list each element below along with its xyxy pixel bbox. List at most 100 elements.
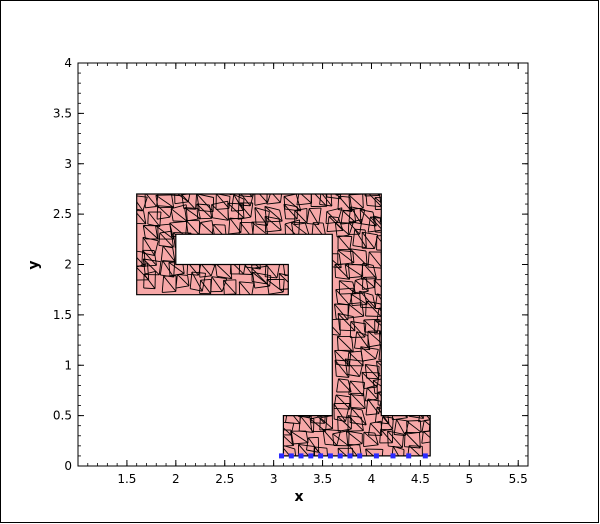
mesh-boundary xyxy=(136,193,431,457)
x-tick-label: 4 xyxy=(368,472,376,486)
mesh-edge xyxy=(238,281,252,297)
mesh-edge xyxy=(337,416,339,432)
x-tick-label: 5.5 xyxy=(509,472,528,486)
mesh-edge xyxy=(298,444,315,456)
mesh-edge xyxy=(353,209,357,223)
mesh-edge xyxy=(147,212,149,225)
mesh-edge xyxy=(367,330,384,345)
mesh-edge xyxy=(335,289,339,304)
mesh-edge xyxy=(378,366,380,379)
mesh-edge xyxy=(187,273,199,276)
mesh-edge xyxy=(308,437,320,453)
y-tick-label: 4 xyxy=(64,56,72,70)
mesh-edge xyxy=(335,276,350,280)
mesh-edge xyxy=(406,445,410,456)
mesh-edge xyxy=(374,407,378,423)
mesh-edge xyxy=(360,346,364,362)
mesh-edge xyxy=(348,351,364,367)
mesh-edge xyxy=(338,378,349,381)
mesh-edge xyxy=(388,445,403,448)
mesh-edge xyxy=(237,202,240,220)
mesh-edge xyxy=(409,415,424,419)
mesh-edge xyxy=(380,428,393,432)
mesh-edge xyxy=(349,207,364,210)
mesh-edge xyxy=(278,273,281,290)
mesh-edge xyxy=(319,203,332,207)
mesh-edge xyxy=(136,222,146,225)
mesh-edge xyxy=(347,222,350,235)
data-point xyxy=(347,453,353,459)
mesh-edge xyxy=(141,264,157,267)
mesh-edge xyxy=(360,263,364,280)
mesh-edge xyxy=(200,279,212,294)
mesh-edge xyxy=(359,209,362,224)
mesh-edge xyxy=(252,272,256,289)
mesh-edge xyxy=(365,194,380,197)
mesh-edge xyxy=(334,350,350,367)
mesh-edge xyxy=(168,262,171,276)
mesh-edge xyxy=(360,306,376,309)
mesh-edge xyxy=(365,277,369,292)
mesh-edge xyxy=(240,219,243,233)
mesh-edge xyxy=(335,394,351,410)
mesh-edge xyxy=(375,421,389,425)
mesh-edge xyxy=(363,386,378,390)
mesh-edge xyxy=(346,352,350,366)
mesh-edge xyxy=(359,290,362,308)
mesh-edge xyxy=(181,194,196,210)
mesh-edge xyxy=(360,223,377,227)
mesh-edge xyxy=(326,211,338,223)
mesh-edge xyxy=(348,393,364,397)
mesh-edge xyxy=(196,203,199,219)
mesh-edge xyxy=(320,194,333,207)
mesh-edge xyxy=(298,416,301,432)
mesh-edge xyxy=(350,248,367,252)
mesh-edge xyxy=(144,194,157,207)
mesh-edge xyxy=(380,429,393,444)
mesh-edge xyxy=(365,398,369,416)
x-tick-label: 3 xyxy=(270,472,278,486)
mesh-edge xyxy=(284,219,300,225)
mesh-edge xyxy=(280,194,283,203)
mesh-edge xyxy=(239,273,253,275)
mesh-edge xyxy=(347,315,364,319)
mesh-edge xyxy=(295,194,302,212)
mesh-edge xyxy=(296,202,312,206)
mesh-edge xyxy=(407,431,422,435)
mesh-edge xyxy=(338,428,352,432)
mesh-edge xyxy=(319,428,333,431)
mesh-edge xyxy=(249,194,255,206)
mesh-edge xyxy=(394,434,406,436)
mesh-edge xyxy=(155,225,174,240)
mesh-edge xyxy=(250,202,254,218)
mesh-edge xyxy=(160,245,164,262)
mesh-edge xyxy=(191,271,203,292)
mesh-edge xyxy=(363,319,366,332)
y-tick-label: 3 xyxy=(64,157,72,171)
mesh-edge xyxy=(211,276,223,292)
mesh-edge xyxy=(334,359,350,378)
mesh-edge xyxy=(285,421,301,425)
mesh-edge xyxy=(143,273,156,289)
mesh-edge xyxy=(142,225,146,239)
mesh-edge xyxy=(365,398,378,402)
mesh-edge xyxy=(306,208,310,224)
mesh-edge xyxy=(143,210,147,224)
mesh-edge xyxy=(349,422,367,426)
mesh-edge xyxy=(172,232,176,248)
data-point xyxy=(357,453,363,459)
mesh-edge xyxy=(375,349,379,359)
mesh-edge xyxy=(320,417,333,430)
mesh-edge xyxy=(200,278,211,281)
mesh-edge xyxy=(421,429,431,433)
mesh-edge xyxy=(337,235,351,250)
mesh-fill xyxy=(136,194,431,456)
mesh-edge xyxy=(350,293,368,305)
mesh-edge xyxy=(181,194,185,209)
mesh-edge xyxy=(264,264,267,277)
mesh-edge xyxy=(136,207,144,212)
mesh-edge xyxy=(223,279,236,281)
mesh-edge xyxy=(339,280,356,294)
mesh-edge xyxy=(349,248,368,266)
